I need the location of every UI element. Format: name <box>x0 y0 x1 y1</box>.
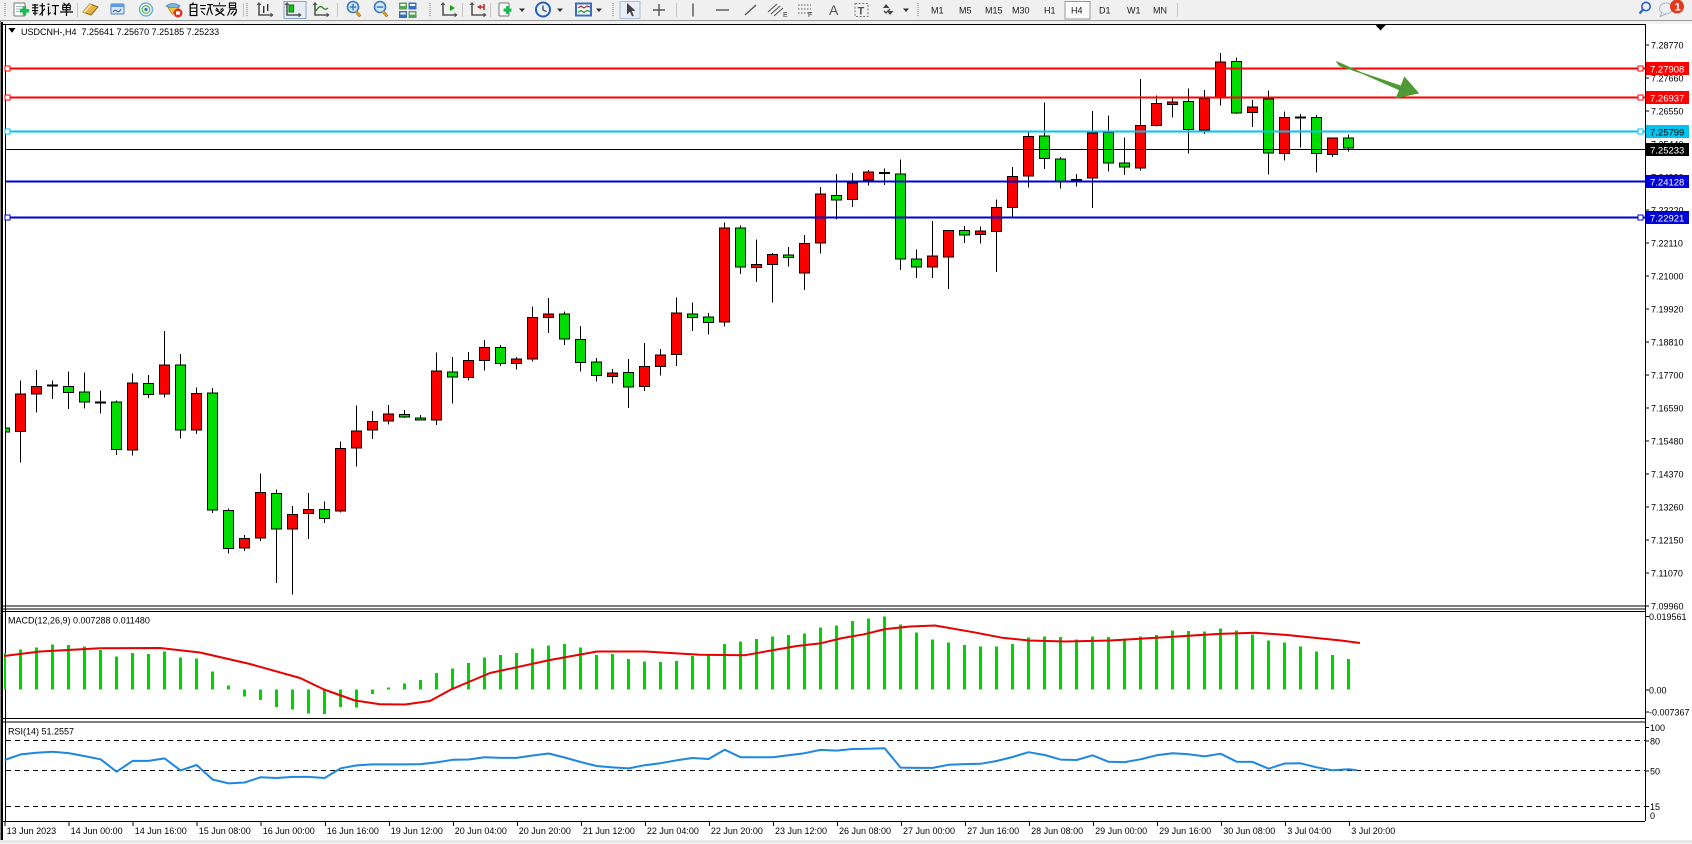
svg-text:A: A <box>829 2 839 18</box>
svg-text:80: 80 <box>1650 737 1660 747</box>
svg-text:29 Jun 00:00: 29 Jun 00:00 <box>1095 826 1147 836</box>
svg-text:7.15480: 7.15480 <box>1651 437 1684 447</box>
svg-text:H4: H4 <box>1071 6 1083 16</box>
svg-text:20 Jun 20:00: 20 Jun 20:00 <box>519 826 571 836</box>
svg-text:M5: M5 <box>959 6 972 16</box>
svg-text:7.12150: 7.12150 <box>1651 536 1684 546</box>
svg-text:22 Jun 04:00: 22 Jun 04:00 <box>647 826 699 836</box>
svg-text:MACD(12,26,9) 0.007288 0.01148: MACD(12,26,9) 0.007288 0.011480 <box>8 616 150 626</box>
svg-text:7.27660: 7.27660 <box>1651 74 1684 84</box>
svg-text:7.11070: 7.11070 <box>1651 569 1683 579</box>
svg-text:1: 1 <box>1675 2 1681 14</box>
svg-text:7.23220: 7.23220 <box>1651 206 1684 216</box>
svg-text:-0.007367: -0.007367 <box>1649 708 1690 718</box>
svg-text:15 Jun 08:00: 15 Jun 08:00 <box>199 826 251 836</box>
svg-text:H1: H1 <box>1044 6 1056 16</box>
svg-text:26 Jun 08:00: 26 Jun 08:00 <box>839 826 891 836</box>
svg-text:16 Jun 00:00: 16 Jun 00:00 <box>263 826 315 836</box>
svg-text:15: 15 <box>1650 802 1660 812</box>
svg-text:3 Jul 04:00: 3 Jul 04:00 <box>1287 826 1331 836</box>
svg-text:T: T <box>858 6 865 18</box>
svg-text:7.09960: 7.09960 <box>1651 602 1684 612</box>
svg-text:50: 50 <box>1650 767 1660 777</box>
svg-text:7.25233: 7.25233 <box>1650 145 1684 156</box>
svg-text:M1: M1 <box>931 6 944 16</box>
svg-text:7.14370: 7.14370 <box>1651 470 1684 480</box>
svg-text:0.00: 0.00 <box>1649 686 1667 696</box>
svg-text:22 Jun 20:00: 22 Jun 20:00 <box>711 826 763 836</box>
svg-text:MN: MN <box>1153 6 1167 16</box>
svg-text:F: F <box>808 12 812 19</box>
svg-text:7.21000: 7.21000 <box>1651 272 1684 282</box>
svg-text:7.27908: 7.27908 <box>1650 65 1684 76</box>
svg-text:W1: W1 <box>1127 6 1141 16</box>
svg-text:7.19920: 7.19920 <box>1651 305 1684 315</box>
svg-text:D1: D1 <box>1099 6 1111 16</box>
svg-text:100: 100 <box>1650 723 1665 733</box>
svg-text:M30: M30 <box>1012 6 1030 16</box>
svg-text:7.22921: 7.22921 <box>1650 213 1684 224</box>
svg-text:7.28770: 7.28770 <box>1651 41 1684 51</box>
svg-text:7.13260: 7.13260 <box>1651 503 1684 513</box>
svg-text:7.17700: 7.17700 <box>1651 371 1684 381</box>
svg-text:14 Jun 00:00: 14 Jun 00:00 <box>71 826 123 836</box>
svg-text:20 Jun 04:00: 20 Jun 04:00 <box>455 826 507 836</box>
svg-text:19 Jun 12:00: 19 Jun 12:00 <box>391 826 443 836</box>
svg-text:14 Jun 16:00: 14 Jun 16:00 <box>135 826 187 836</box>
svg-text:RSI(14) 51.2557: RSI(14) 51.2557 <box>8 727 74 737</box>
svg-text:13 Jun 2023: 13 Jun 2023 <box>7 826 57 836</box>
svg-text:7.25799: 7.25799 <box>1650 128 1684 139</box>
svg-text:23 Jun 12:00: 23 Jun 12:00 <box>775 826 827 836</box>
svg-text:0.019561: 0.019561 <box>1649 612 1687 622</box>
svg-text:7.16590: 7.16590 <box>1651 404 1684 414</box>
svg-text:M15: M15 <box>985 6 1003 16</box>
svg-text:E: E <box>783 12 788 19</box>
svg-text:30 Jun 08:00: 30 Jun 08:00 <box>1223 826 1275 836</box>
svg-text:7.18810: 7.18810 <box>1651 338 1684 348</box>
svg-text:7.26937: 7.26937 <box>1650 93 1684 104</box>
svg-text:3 Jul 20:00: 3 Jul 20:00 <box>1351 826 1395 836</box>
svg-text:27 Jun 00:00: 27 Jun 00:00 <box>903 826 955 836</box>
svg-text:7.26550: 7.26550 <box>1651 107 1684 117</box>
svg-text:28 Jun 08:00: 28 Jun 08:00 <box>1031 826 1083 836</box>
svg-text:21 Jun 12:00: 21 Jun 12:00 <box>583 826 635 836</box>
svg-text:29 Jun 16:00: 29 Jun 16:00 <box>1159 826 1211 836</box>
svg-text:7.24128: 7.24128 <box>1650 177 1684 188</box>
svg-text:USDCNH-,H4 7.25641 7.25670 7.: USDCNH-,H4 7.25641 7.25670 7.25185 7.252… <box>21 27 219 37</box>
svg-text:7.22110: 7.22110 <box>1651 239 1683 249</box>
svg-text:16 Jun 16:00: 16 Jun 16:00 <box>327 826 379 836</box>
svg-text:27 Jun 16:00: 27 Jun 16:00 <box>967 826 1019 836</box>
svg-text:0: 0 <box>1650 811 1655 821</box>
